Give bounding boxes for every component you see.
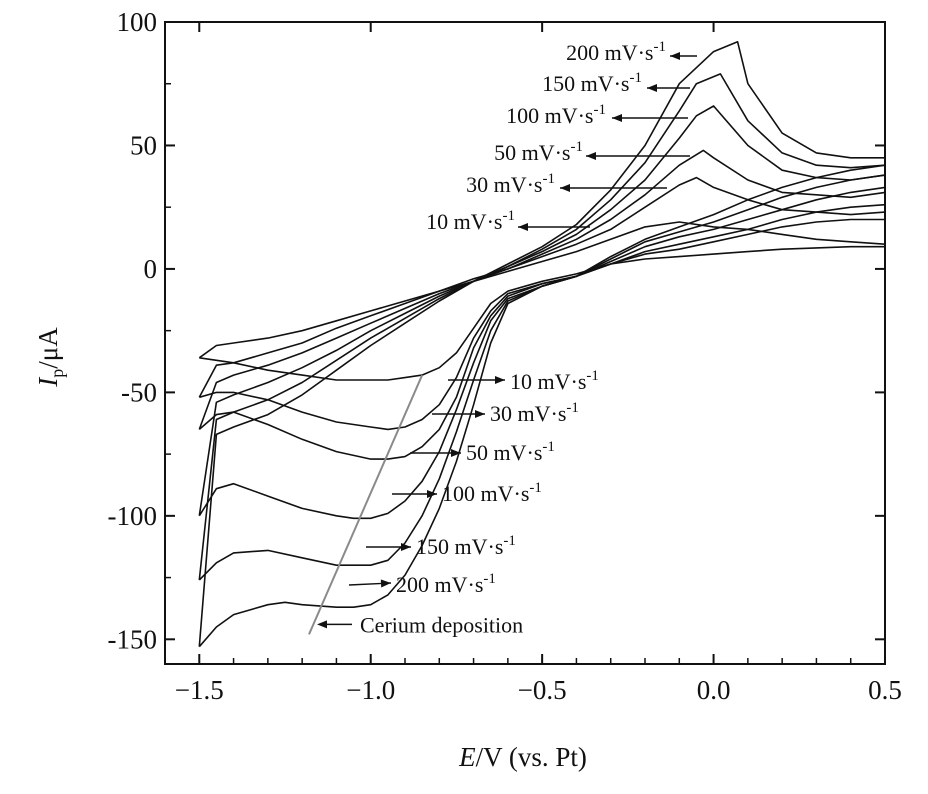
label-arrowhead xyxy=(612,114,622,122)
curve-label: 100 mV·s-1 xyxy=(392,480,542,506)
label-arrowhead xyxy=(427,490,437,498)
x-tick-label: 0.5 xyxy=(868,675,902,705)
curve-label-text: 150 mV·s-1 xyxy=(416,533,516,559)
y-tick-label: -150 xyxy=(108,624,158,654)
cv-curve xyxy=(198,149,886,460)
curve-label-text: 10 mV·s-1 xyxy=(426,208,515,234)
curve-label-text: 50 mV·s-1 xyxy=(466,439,555,465)
y-tick-label: 0 xyxy=(144,254,158,284)
label-arrowhead xyxy=(586,152,596,160)
y-tick-label: -100 xyxy=(108,501,158,531)
voltammetry-curves xyxy=(198,41,886,648)
curve-label: 200 mV·s-1 xyxy=(348,571,496,597)
cv-curve xyxy=(198,73,886,581)
curve-label-text: 200 mV·s-1 xyxy=(396,571,496,597)
label-arrowhead xyxy=(401,543,411,551)
label-arrowhead xyxy=(670,52,680,60)
chart-annotations: Cerium deposition xyxy=(308,374,523,637)
curve-label: 30 mV·s-1 xyxy=(466,171,667,197)
x-tick-label: 0.0 xyxy=(697,675,731,705)
curve-label-text: 200 mV·s-1 xyxy=(566,39,666,65)
cv-curve xyxy=(198,176,886,431)
x-axis-title: E/V (vs. Pt) xyxy=(458,742,587,772)
curve-label: 150 mV·s-1 xyxy=(542,70,690,96)
curve-label-text: 100 mV·s-1 xyxy=(442,480,542,506)
curve-label: 10 mV·s-1 xyxy=(448,368,599,394)
label-arrowhead xyxy=(495,376,505,384)
curve-label: 50 mV·s-1 xyxy=(410,439,555,465)
label-arrowhead xyxy=(518,223,528,231)
cerium-deposition-annotation: Cerium deposition xyxy=(308,374,523,637)
label-arrowhead xyxy=(560,184,570,192)
curve-label-text: 150 mV·s-1 xyxy=(542,70,642,96)
y-axis-title: Ip/μA xyxy=(33,327,67,388)
deposition-guide-line xyxy=(308,374,424,635)
deposition-arrowhead xyxy=(317,620,327,629)
curve-label: 200 mV·s-1 xyxy=(566,39,697,65)
cv-curve xyxy=(198,105,886,520)
cv-curve xyxy=(198,221,886,381)
curve-label: 10 mV·s-1 xyxy=(426,208,590,234)
deposition-label: Cerium deposition xyxy=(360,612,523,637)
x-tick-label: −0.5 xyxy=(518,675,567,705)
x-tick-label: −1.0 xyxy=(346,675,395,705)
curve-label-text: 50 mV·s-1 xyxy=(494,139,583,165)
y-tick-label: 50 xyxy=(130,130,157,160)
label-arrowhead xyxy=(451,449,461,457)
curve-label-text: 10 mV·s-1 xyxy=(510,368,599,394)
curve-label: 100 mV·s-1 xyxy=(506,102,688,128)
x-tick-label: −1.5 xyxy=(175,675,224,705)
curve-label: 30 mV·s-1 xyxy=(432,400,579,426)
label-arrowhead xyxy=(380,579,391,588)
curve-label-text: 30 mV·s-1 xyxy=(466,171,555,197)
plot-axes: −1.5 −1.0 −0.5 0.0 0.5 100 50 0 -50 -100 -150 xyxy=(108,7,902,705)
curve-labels: 10 mV·s-1 30 mV·s-1 50 mV·s-1 100 mV·s-1 150… xyxy=(348,39,697,597)
y-tick-label: -50 xyxy=(121,377,157,407)
label-arrowhead xyxy=(647,84,657,92)
y-tick-label: 100 xyxy=(117,7,158,37)
plot-frame xyxy=(164,21,886,665)
label-arrowhead xyxy=(475,410,485,418)
cv-curve xyxy=(198,41,886,648)
curve-label: 50 mV·s-1 xyxy=(494,139,690,165)
curve-label-text: 100 mV·s-1 xyxy=(506,102,606,128)
curve-label: 150 mV·s-1 xyxy=(366,533,516,559)
curve-label-text: 30 mV·s-1 xyxy=(490,400,579,426)
